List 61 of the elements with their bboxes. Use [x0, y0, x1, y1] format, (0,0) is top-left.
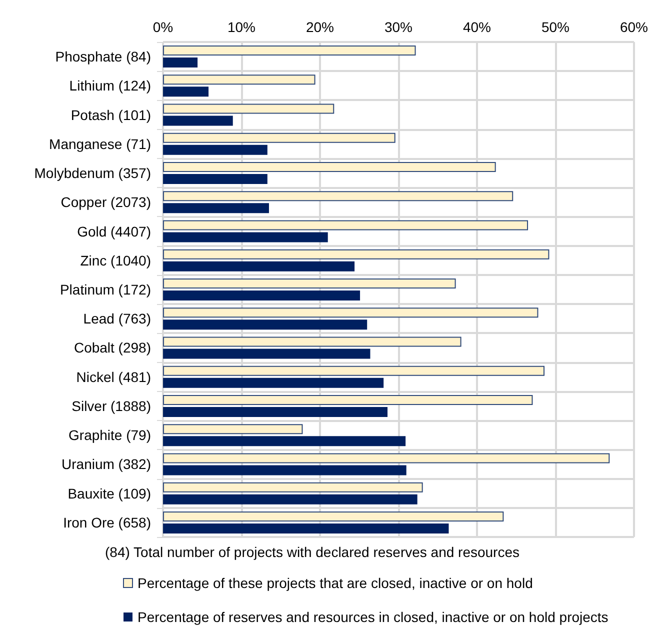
- bar: [163, 232, 328, 242]
- y-tick-label: Uranium (382): [62, 456, 151, 472]
- bar: [163, 116, 233, 126]
- y-tick-label: Phosphate (84): [55, 48, 151, 65]
- bar: [163, 436, 406, 446]
- bar: [163, 174, 268, 184]
- bar: [163, 320, 368, 330]
- bar: [163, 523, 449, 534]
- bar: [163, 424, 303, 434]
- bar: [163, 378, 384, 388]
- legend-label: Percentage of reserves and resources in closed, inactive or on hold projects: [138, 609, 608, 625]
- bar: [163, 453, 610, 464]
- bar: [163, 406, 388, 417]
- text: (84) Total number of projects with declared reserves and resources: [105, 544, 520, 560]
- y-tick-label: Manganese (71): [49, 136, 151, 152]
- y-tick-label: Copper (2073): [60, 194, 151, 210]
- bar: [163, 162, 496, 172]
- bar: [163, 74, 316, 85]
- y-tick-label: Nickel (481): [76, 368, 151, 385]
- bar: [163, 249, 550, 260]
- y-tick-label: Cobalt (298): [74, 340, 151, 356]
- bar: [163, 261, 355, 272]
- x-tick-label: 10%: [227, 19, 256, 35]
- x-tick-label: 40%: [462, 19, 492, 35]
- bar: [163, 278, 456, 288]
- bar: [163, 132, 396, 143]
- bar: [163, 86, 209, 97]
- y-tick-label: Gold (4407): [77, 223, 151, 240]
- bar: [163, 494, 418, 504]
- y-tick-label: Bauxite (109): [68, 485, 151, 502]
- x-tick-label: 30%: [384, 19, 413, 35]
- y-tick-label: Iron Ore (658): [63, 514, 151, 530]
- bar: [163, 394, 533, 405]
- y-tick-label: Zinc (1040): [80, 252, 151, 268]
- bar: [163, 482, 423, 492]
- y-tick-label: Molybdenum (357): [34, 165, 151, 182]
- x-tick-label: 60%: [620, 19, 648, 35]
- bar: [163, 203, 269, 214]
- bar: [163, 511, 504, 522]
- y-tick-label: Potash (101): [70, 106, 151, 123]
- x-tick-label: 20%: [306, 19, 334, 35]
- y-tick-label: Lithium (124): [69, 78, 151, 94]
- x-tick-label: 0%: [152, 19, 174, 35]
- y-tick-label: Lead (763): [83, 310, 151, 327]
- bar: [163, 308, 538, 318]
- bar: [163, 104, 334, 114]
- bar: [163, 290, 360, 300]
- bar: [163, 366, 544, 376]
- y-tick-label: Platinum (172): [60, 282, 151, 298]
- bar: [163, 465, 406, 476]
- bar: [163, 191, 514, 202]
- bar: [163, 58, 198, 68]
- bar: [163, 46, 416, 56]
- x-tick-label: 50%: [541, 19, 570, 35]
- legend-label: Percentage of these projects that are closed, inactive or on hold: [138, 575, 533, 591]
- bar: [163, 220, 528, 230]
- bar: [163, 348, 370, 359]
- y-tick-label: Silver (1888): [72, 398, 151, 414]
- bar: [163, 144, 268, 155]
- bar: [163, 336, 462, 347]
- y-tick-label: Graphite (79): [68, 427, 151, 444]
